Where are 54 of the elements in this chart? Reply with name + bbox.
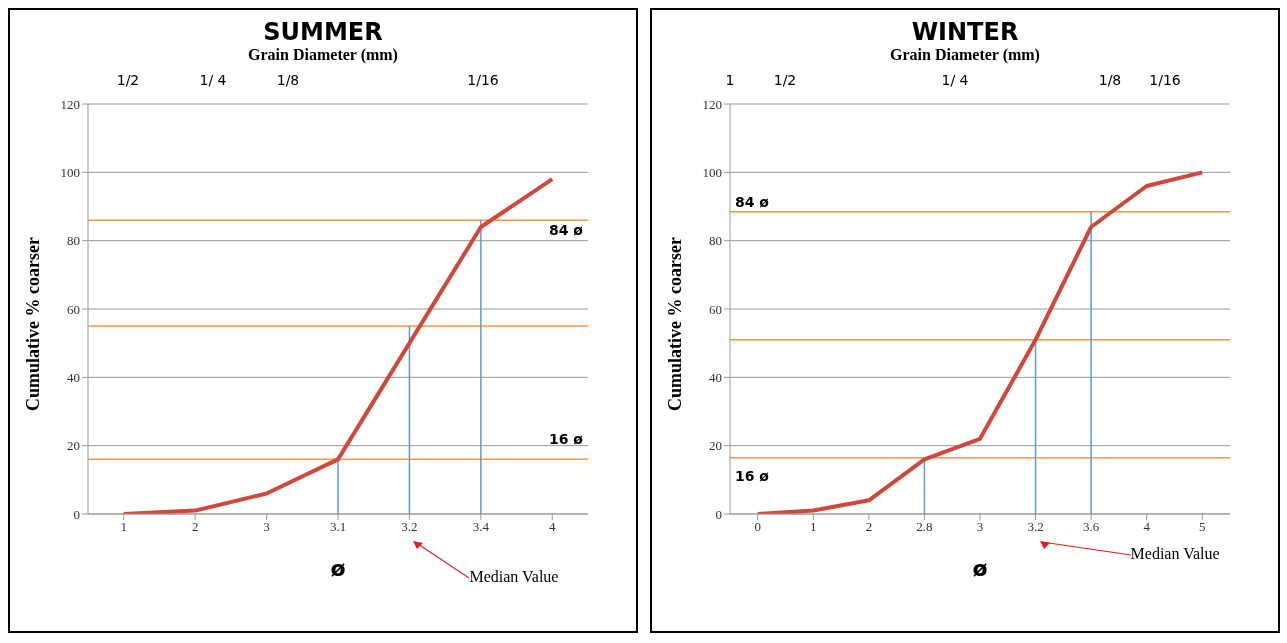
text: 1/16 <box>467 72 499 88</box>
text: Median Value <box>1130 545 1220 563</box>
chart-title: WINTER <box>910 18 1020 46</box>
x2-axis-title: Grain Diameter (mm) <box>247 46 399 64</box>
chart-title: SUMMER <box>262 18 384 46</box>
y-tick-label: 20 <box>67 438 80 454</box>
y-tick-label: 120 <box>60 96 80 112</box>
x-axis-title: ø <box>971 556 989 581</box>
text: 1/ 4 <box>941 72 969 88</box>
y-tick-label: 80 <box>709 233 722 249</box>
y-tick-label: 100 <box>702 164 722 180</box>
x-tick-label: 3.2 <box>401 519 418 535</box>
y-tick-label: 100 <box>60 164 80 180</box>
y-axis-title: Cumulative % coarser <box>22 236 44 413</box>
x-tick-label: 3.1 <box>329 519 347 535</box>
y-tick-label: 40 <box>67 369 80 385</box>
text: 1/2 <box>773 72 797 88</box>
x-tick-label: 3.2 <box>1027 519 1044 535</box>
ref-line-label: 16 ø <box>735 467 770 484</box>
line-series <box>755 170 1205 514</box>
y-tick-label: 60 <box>709 301 722 317</box>
y-tick-label: 120 <box>702 96 722 112</box>
x-tick-label: 2 <box>191 519 199 535</box>
y-tick-label: 40 <box>709 369 722 385</box>
x-tick-label: 2 <box>865 519 873 535</box>
ref-line-label: 84 ø <box>735 193 770 210</box>
x-tick-label: 1 <box>810 519 817 535</box>
ref-line-label: 16 ø <box>549 431 584 448</box>
text: Median Value <box>469 568 559 586</box>
text: 1/8 <box>1098 72 1122 88</box>
x-tick-label: 3 <box>976 519 984 535</box>
x-tick-label: 3.6 <box>1082 519 1100 535</box>
y-axis-title: Cumulative % coarser <box>664 236 686 413</box>
x-tick-label: 3 <box>263 519 270 535</box>
y-tick-label: 20 <box>709 438 722 454</box>
text: 1/8 <box>276 72 300 88</box>
text: 1 <box>725 72 735 88</box>
x-tick-label: 5 <box>1198 519 1206 535</box>
y-tick-label: 0 <box>73 506 80 522</box>
x2-axis-title: Grain Diameter (mm) <box>889 46 1041 64</box>
x-tick-label: 0 <box>754 519 762 535</box>
y-tick-label: 80 <box>67 233 80 249</box>
y-tick-label: 0 <box>715 506 722 522</box>
ref-line-label: 84 ø <box>549 222 584 239</box>
text: 1/ 4 <box>199 72 227 88</box>
x-tick-label: 2.8 <box>916 519 933 535</box>
y-tick-label: 60 <box>67 301 80 317</box>
x-tick-label: 3.4 <box>472 519 490 535</box>
text: 1/16 <box>1149 72 1181 88</box>
x-tick-label: 4 <box>1143 519 1151 535</box>
x-tick-label: 1 <box>120 519 127 535</box>
x-tick-label: 4 <box>549 519 557 535</box>
x-axis-title: ø <box>329 556 347 581</box>
text: 1/2 <box>116 72 140 88</box>
